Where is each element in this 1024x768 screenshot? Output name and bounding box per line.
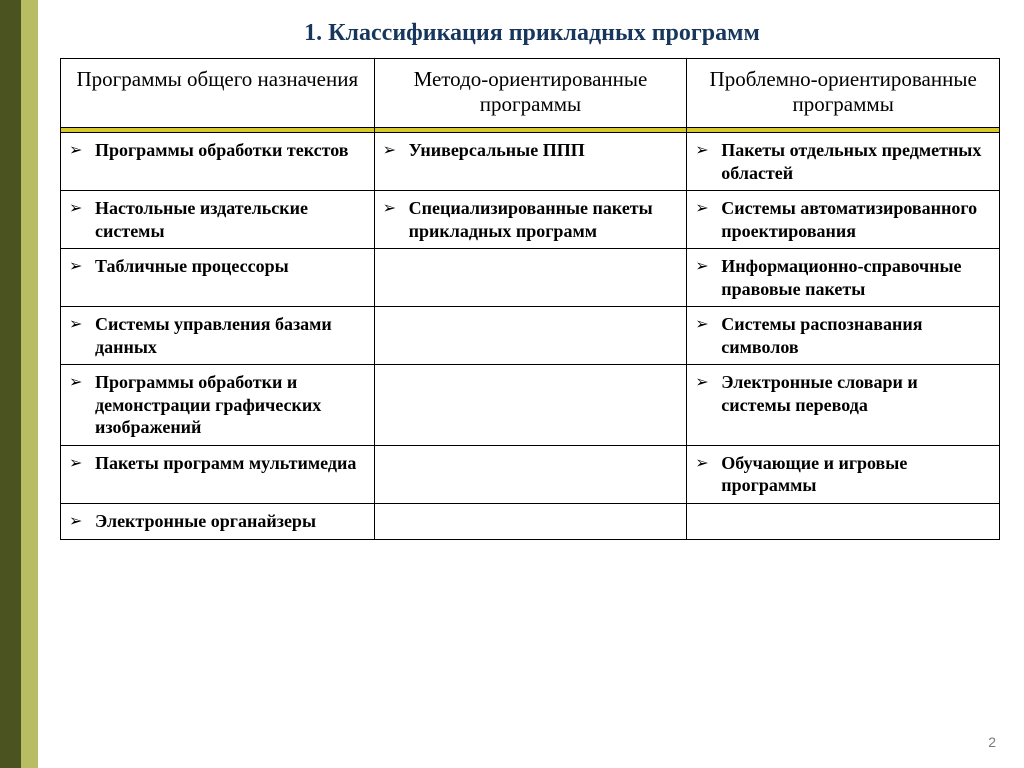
table-cell: ➢Специализированные пакеты прикладных пр… [374, 191, 687, 249]
chevron-right-icon: ➢ [695, 313, 721, 336]
bullet-text: Обучающие и игровые программы [721, 452, 991, 497]
chevron-right-icon: ➢ [69, 313, 95, 336]
chevron-right-icon: ➢ [695, 139, 721, 162]
bullet-item: ➢Пакеты отдельных предметных областей [695, 139, 991, 184]
bullet-item: ➢Настольные издательские системы [69, 197, 366, 242]
table-cell: ➢Программы обработки текстов [61, 133, 375, 191]
header-row: Программы общего назначения Методо-ориен… [61, 59, 1000, 128]
table-row: ➢Электронные органайзеры [61, 503, 1000, 539]
table-cell: ➢Системы управления базами данных [61, 307, 375, 365]
chevron-right-icon: ➢ [695, 371, 721, 394]
bullet-item: ➢Системы автоматизированного проектирова… [695, 197, 991, 242]
table-cell [687, 503, 1000, 539]
page-number: 2 [988, 734, 996, 750]
bullet-text: Информационно-справочные правовые пакеты [721, 255, 991, 300]
bullet-item: ➢Обучающие и игровые программы [695, 452, 991, 497]
table-cell: ➢Универсальные ППП [374, 133, 687, 191]
table-cell [374, 365, 687, 446]
table-row: ➢Пакеты программ мультимедиа➢Обучающие и… [61, 445, 1000, 503]
header-cell-1: Методо-ориентированные программы [374, 59, 687, 128]
table-body: ➢Программы обработки текстов➢Универсальн… [61, 133, 1000, 539]
bullet-item: ➢Программы обработки и демонстрации граф… [69, 371, 366, 439]
bullet-text: Настольные издательские системы [95, 197, 366, 242]
bullet-text: Пакеты отдельных предметных областей [721, 139, 991, 184]
bullet-item: ➢Электронные органайзеры [69, 510, 366, 533]
table-cell [374, 503, 687, 539]
bullet-item: ➢Системы распознавания символов [695, 313, 991, 358]
side-stripe-inner [21, 0, 38, 768]
table-cell: ➢Пакеты отдельных предметных областей [687, 133, 1000, 191]
table-cell: ➢Программы обработки и демонстрации граф… [61, 365, 375, 446]
bullet-text: Системы распознавания символов [721, 313, 991, 358]
table-cell [374, 445, 687, 503]
bullet-text: Программы обработки текстов [95, 139, 366, 162]
side-stripe [0, 0, 38, 768]
bullet-text: Системы автоматизированного проектирован… [721, 197, 991, 242]
table-cell: ➢Информационно-справочные правовые пакет… [687, 249, 1000, 307]
bullet-item: ➢Универсальные ППП [383, 139, 679, 162]
chevron-right-icon: ➢ [695, 197, 721, 220]
bullet-text: Электронные словари и системы перевода [721, 371, 991, 416]
table-cell: ➢Системы распознавания символов [687, 307, 1000, 365]
table-row: ➢Настольные издательские системы➢Специал… [61, 191, 1000, 249]
bullet-item: ➢Системы управления базами данных [69, 313, 366, 358]
chevron-right-icon: ➢ [69, 510, 95, 533]
table-row: ➢Программы обработки текстов➢Универсальн… [61, 133, 1000, 191]
table-row: ➢Программы обработки и демонстрации граф… [61, 365, 1000, 446]
chevron-right-icon: ➢ [69, 255, 95, 278]
chevron-right-icon: ➢ [383, 139, 409, 162]
chevron-right-icon: ➢ [69, 371, 95, 394]
table-cell: ➢Табличные процессоры [61, 249, 375, 307]
slide: 1. Классификация прикладных программ Про… [0, 0, 1024, 768]
chevron-right-icon: ➢ [383, 197, 409, 220]
bullet-text: Системы управления базами данных [95, 313, 366, 358]
table-cell: ➢Настольные издательские системы [61, 191, 375, 249]
bullet-item: ➢Специализированные пакеты прикладных пр… [383, 197, 679, 242]
table-cell: ➢Пакеты программ мультимедиа [61, 445, 375, 503]
header-cell-2: Проблемно-ориентированные программы [687, 59, 1000, 128]
header-cell-0: Программы общего назначения [61, 59, 375, 128]
chevron-right-icon: ➢ [69, 139, 95, 162]
classification-table-wrap: Программы общего назначения Методо-ориен… [60, 58, 1000, 540]
table-row: ➢Табличные процессоры➢Информационно-спра… [61, 249, 1000, 307]
bullet-item: ➢Программы обработки текстов [69, 139, 366, 162]
chevron-right-icon: ➢ [695, 452, 721, 475]
table-cell [374, 249, 687, 307]
bullet-text: Табличные процессоры [95, 255, 366, 278]
classification-table: Программы общего назначения Методо-ориен… [60, 58, 1000, 540]
bullet-item: ➢Электронные словари и системы перевода [695, 371, 991, 416]
bullet-item: ➢Информационно-справочные правовые пакет… [695, 255, 991, 300]
chevron-right-icon: ➢ [69, 197, 95, 220]
bullet-item: ➢Пакеты программ мультимедиа [69, 452, 366, 475]
table-cell: ➢Системы автоматизированного проектирова… [687, 191, 1000, 249]
bullet-text: Электронные органайзеры [95, 510, 366, 533]
table-cell [374, 307, 687, 365]
table-row: ➢Системы управления базами данных➢Систем… [61, 307, 1000, 365]
bullet-text: Универсальные ППП [409, 139, 679, 162]
table-head: Программы общего назначения Методо-ориен… [61, 59, 1000, 133]
bullet-text: Программы обработки и демонстрации графи… [95, 371, 366, 439]
slide-title: 1. Классификация прикладных программ [60, 20, 1004, 47]
bullet-item: ➢Табличные процессоры [69, 255, 366, 278]
side-stripe-outer [0, 0, 21, 768]
bullet-text: Специализированные пакеты прикладных про… [409, 197, 679, 242]
table-cell: ➢Электронные органайзеры [61, 503, 375, 539]
chevron-right-icon: ➢ [69, 452, 95, 475]
chevron-right-icon: ➢ [695, 255, 721, 278]
bullet-text: Пакеты программ мультимедиа [95, 452, 366, 475]
table-cell: ➢Электронные словари и системы перевода [687, 365, 1000, 446]
table-cell: ➢Обучающие и игровые программы [687, 445, 1000, 503]
